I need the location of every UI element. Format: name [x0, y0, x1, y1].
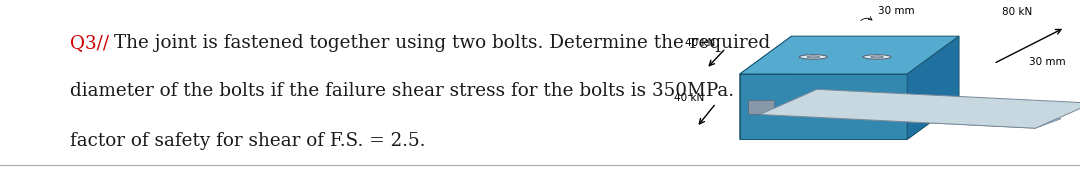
- Polygon shape: [740, 36, 959, 74]
- Text: 30 mm: 30 mm: [878, 6, 915, 16]
- Polygon shape: [740, 74, 907, 139]
- Polygon shape: [740, 101, 959, 139]
- Text: diameter of the bolts if the failure shear stress for the bolts is 350MPa. Use a: diameter of the bolts if the failure she…: [70, 82, 793, 100]
- Text: 40 kN: 40 kN: [685, 38, 715, 48]
- Circle shape: [799, 55, 827, 59]
- Text: 30 mm: 30 mm: [1029, 57, 1066, 67]
- Polygon shape: [760, 105, 1062, 128]
- Circle shape: [863, 55, 891, 59]
- Text: 40 kN: 40 kN: [674, 93, 704, 103]
- Circle shape: [807, 56, 820, 58]
- Polygon shape: [748, 100, 773, 115]
- Polygon shape: [740, 36, 792, 139]
- Text: 80 kN: 80 kN: [1002, 7, 1032, 17]
- Polygon shape: [760, 89, 1080, 128]
- Text: The joint is fastened together using two bolts. Determine the required: The joint is fastened together using two…: [114, 34, 771, 52]
- Text: Q3//: Q3//: [70, 34, 109, 52]
- Circle shape: [870, 56, 883, 58]
- Text: factor of safety for shear of F.S. = 2.5.: factor of safety for shear of F.S. = 2.5…: [70, 132, 426, 150]
- Polygon shape: [907, 36, 959, 139]
